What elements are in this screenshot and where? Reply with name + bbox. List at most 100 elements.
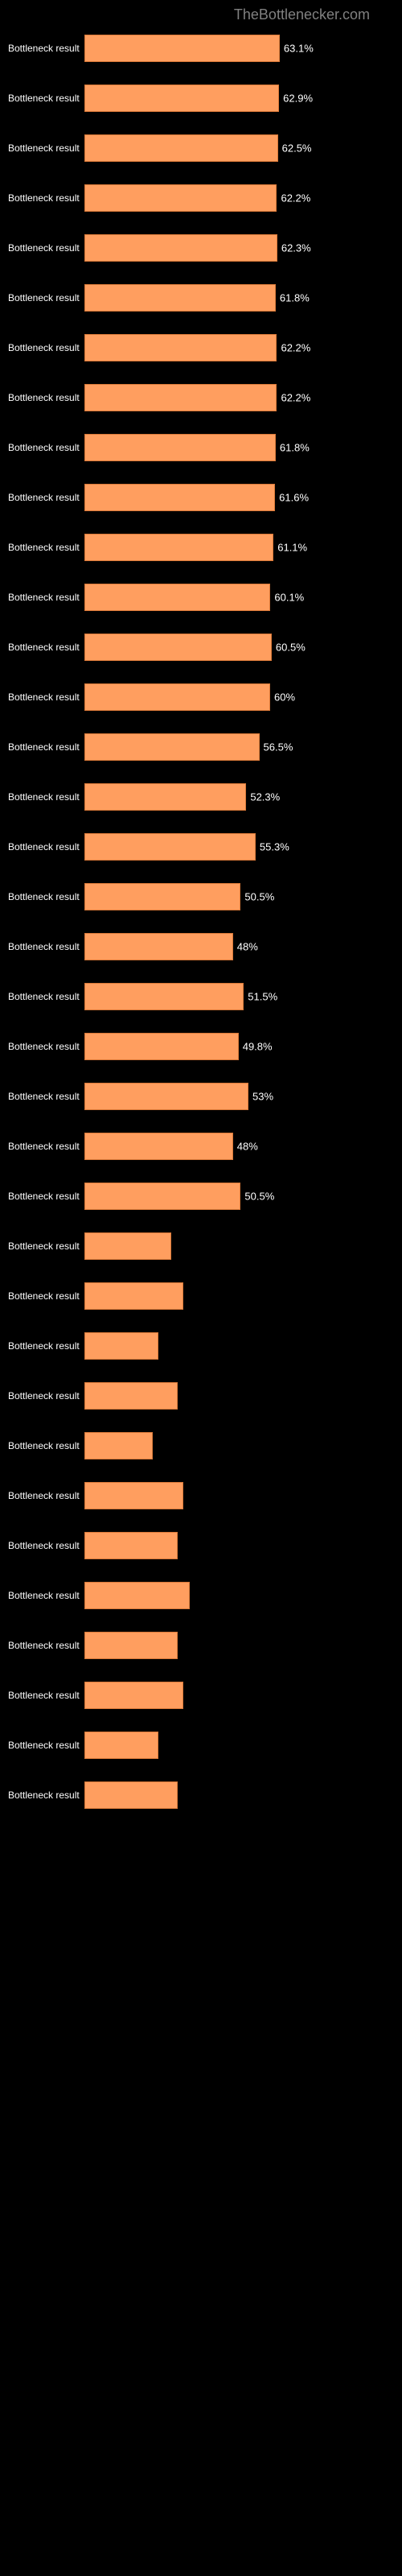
bar-value-label: 61.8%: [280, 292, 310, 304]
bar-row: Bottleneck result62.5%: [8, 134, 394, 162]
bar-value-label: 61.8%: [280, 442, 310, 454]
bar-value-label: 62.2%: [281, 192, 310, 204]
bar-axis-label: Bottleneck result: [8, 542, 84, 553]
bar-fill: [84, 1482, 183, 1509]
bar-axis-label: Bottleneck result: [8, 242, 84, 254]
bar-group: Bottleneck result: [8, 1232, 394, 1260]
bar-track: [84, 1582, 394, 1609]
bar-axis-label: Bottleneck result: [8, 492, 84, 503]
bar-track: [84, 1482, 394, 1509]
bar-track: 62.9%: [84, 85, 394, 112]
bar-value-label: 60.1%: [274, 592, 304, 604]
bar-row: Bottleneck result 61.8%: [8, 284, 394, 312]
bar-axis-label: Bottleneck result: [8, 1540, 84, 1551]
bar-fill: 51.5%: [84, 983, 244, 1010]
bar-axis-label: Bottleneck result: [8, 1740, 84, 1751]
bar-track: [84, 1781, 394, 1809]
bar-axis-label: Bottleneck result: [8, 1690, 84, 1701]
bar-value-label: 60%: [274, 691, 295, 704]
bar-axis-label: Bottleneck result: [8, 292, 84, 303]
bar-row: Bottleneck result: [8, 1632, 394, 1659]
bar-axis-label: Bottleneck result: [8, 392, 84, 403]
bar-track: 50.5%: [84, 883, 394, 910]
bar-track: 62.3%: [84, 234, 394, 262]
bar-fill: 62.2%: [84, 184, 277, 212]
bar-axis-label: Bottleneck result: [8, 691, 84, 703]
bar-group: Bottleneck result60.1%: [8, 584, 394, 611]
bar-axis-label: Bottleneck result: [8, 791, 84, 803]
bar-fill: [84, 1781, 178, 1809]
bar-group: Bottleneck result 60.5%: [8, 634, 394, 661]
bar-group: Bottleneck result62.2%: [8, 334, 394, 361]
bar-row: Bottleneck result51.5%: [8, 983, 394, 1010]
bar-fill: 49.8%: [84, 1033, 239, 1060]
bar-axis-label: Bottleneck result: [8, 991, 84, 1002]
bar-track: [84, 1382, 394, 1410]
bar-track: [84, 1282, 394, 1310]
bar-axis-label: Bottleneck result: [8, 1041, 84, 1052]
bar-track: 53%: [84, 1083, 394, 1110]
bar-group: Bottleneck result62.2%: [8, 184, 394, 212]
bar-row: Bottleneck result50.5%: [8, 883, 394, 910]
bar-track: [84, 1332, 394, 1360]
bar-row: Bottleneck result55.3%: [8, 833, 394, 861]
bar-group: Bottleneck result: [8, 1382, 394, 1410]
bar-track: 60.5%: [84, 634, 394, 661]
bar-track: [84, 1732, 394, 1759]
bar-row: Bottleneck result62.3%: [8, 234, 394, 262]
bar-track: 63.1%: [84, 35, 394, 62]
bar-track: 60%: [84, 683, 394, 711]
bar-group: Bottleneck result62.5%: [8, 134, 394, 162]
bar-fill: [84, 1732, 158, 1759]
bar-group: Bottleneck result 61.8%: [8, 284, 394, 312]
bar-axis-label: Bottleneck result: [8, 1440, 84, 1451]
bar-fill: 61.1%: [84, 534, 273, 561]
bar-group: Bottleneck result56.5%: [8, 733, 394, 761]
bar-track: 61.8%: [84, 434, 394, 461]
bar-group: Bottleneck result61.1%: [8, 534, 394, 561]
bar-row: Bottleneck result: [8, 1432, 394, 1459]
bar-fill: [84, 1282, 183, 1310]
bar-row: Bottleneck result62.9%: [8, 85, 394, 112]
bar-fill: [84, 1682, 183, 1709]
bar-axis-label: Bottleneck result: [8, 1640, 84, 1651]
bar-group: Bottleneck result61.8%: [8, 434, 394, 461]
bar-value-label: 48%: [237, 1141, 258, 1153]
bar-track: 49.8%: [84, 1033, 394, 1060]
bar-track: [84, 1232, 394, 1260]
bar-fill: 55.3%: [84, 833, 256, 861]
bar-row: Bottleneck result 60.5%: [8, 634, 394, 661]
bar-value-label: 49.8%: [243, 1041, 273, 1053]
bar-group: Bottleneck result61.6%: [8, 484, 394, 511]
bar-row: Bottleneck result: [8, 1732, 394, 1759]
bar-axis-label: Bottleneck result: [8, 1340, 84, 1352]
bar-value-label: 52.3%: [250, 791, 280, 803]
bar-group: Bottleneck result48%: [8, 1133, 394, 1160]
bar-axis-label: Bottleneck result: [8, 1390, 84, 1402]
bar-group: Bottleneck result: [8, 1482, 394, 1509]
bar-track: [84, 1432, 394, 1459]
bar-fill: [84, 1232, 171, 1260]
bar-axis-label: Bottleneck result: [8, 1191, 84, 1202]
bar-value-label: 61.1%: [277, 542, 307, 554]
bar-group: Bottleneck result53%: [8, 1083, 394, 1110]
bar-group: Bottleneck result62.3%: [8, 234, 394, 262]
bar-axis-label: Bottleneck result: [8, 642, 84, 653]
bar-fill: 62.5%: [84, 134, 278, 162]
bar-row: Bottleneck result: [8, 1682, 394, 1709]
bar-fill: 48%: [84, 1133, 233, 1160]
bar-track: 48%: [84, 933, 394, 960]
bar-value-label: 60.5%: [276, 642, 306, 654]
bar-row: Bottleneck result62.2%: [8, 184, 394, 212]
bar-value-label: 48%: [237, 941, 258, 953]
bar-axis-label: Bottleneck result: [8, 192, 84, 204]
bar-axis-label: Bottleneck result: [8, 1091, 84, 1102]
bar-row: Bottleneck result 60%: [8, 683, 394, 711]
bar-fill: 61.8%: [84, 434, 276, 461]
bar-track: 62.5%: [84, 134, 394, 162]
bar-value-label: 56.5%: [264, 741, 293, 753]
bar-track: [84, 1632, 394, 1659]
bar-row: Bottleneck result: [8, 1582, 394, 1609]
bar-group: Bottleneck result: [8, 1282, 394, 1310]
bar-value-label: 50.5%: [244, 1191, 274, 1203]
